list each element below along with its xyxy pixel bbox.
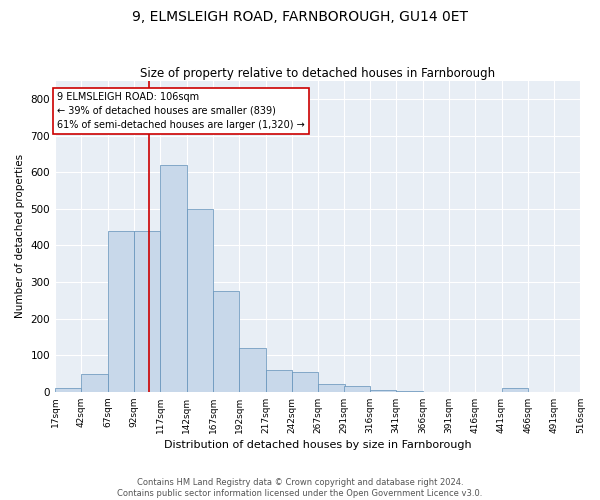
Bar bbox=[502, 388, 528, 392]
Title: Size of property relative to detached houses in Farnborough: Size of property relative to detached ho… bbox=[140, 66, 496, 80]
Bar bbox=[266, 370, 292, 392]
Text: 9 ELMSLEIGH ROAD: 106sqm
← 39% of detached houses are smaller (839)
61% of semi-: 9 ELMSLEIGH ROAD: 106sqm ← 39% of detach… bbox=[57, 92, 305, 130]
Text: 9, ELMSLEIGH ROAD, FARNBOROUGH, GU14 0ET: 9, ELMSLEIGH ROAD, FARNBOROUGH, GU14 0ET bbox=[132, 10, 468, 24]
Text: Contains HM Land Registry data © Crown copyright and database right 2024.
Contai: Contains HM Land Registry data © Crown c… bbox=[118, 478, 482, 498]
Y-axis label: Number of detached properties: Number of detached properties bbox=[15, 154, 25, 318]
Bar bbox=[55, 388, 82, 392]
Bar bbox=[292, 372, 318, 392]
Bar bbox=[134, 231, 160, 392]
Bar bbox=[318, 384, 344, 392]
Bar bbox=[396, 391, 422, 392]
Bar bbox=[187, 209, 213, 392]
Bar bbox=[344, 386, 370, 392]
Bar bbox=[82, 374, 107, 392]
Bar bbox=[160, 165, 187, 392]
X-axis label: Distribution of detached houses by size in Farnborough: Distribution of detached houses by size … bbox=[164, 440, 472, 450]
Bar bbox=[370, 390, 396, 392]
Bar bbox=[213, 291, 239, 392]
Bar bbox=[107, 231, 134, 392]
Bar bbox=[239, 348, 266, 392]
